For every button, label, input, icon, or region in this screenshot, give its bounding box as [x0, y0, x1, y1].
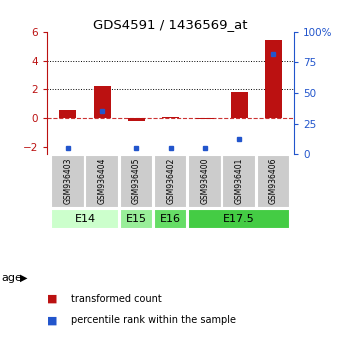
FancyBboxPatch shape: [154, 209, 188, 229]
Text: GSM936400: GSM936400: [200, 158, 210, 205]
Text: percentile rank within the sample: percentile rank within the sample: [71, 315, 236, 325]
Bar: [128, 118, 145, 121]
Title: GDS4591 / 1436569_at: GDS4591 / 1436569_at: [93, 18, 248, 31]
FancyBboxPatch shape: [51, 209, 119, 229]
Text: E16: E16: [160, 214, 181, 224]
Text: GSM936402: GSM936402: [166, 158, 175, 204]
Bar: [94, 86, 111, 118]
Text: GSM936405: GSM936405: [132, 158, 141, 205]
Bar: [196, 118, 214, 119]
FancyBboxPatch shape: [257, 155, 290, 208]
Bar: [231, 92, 248, 118]
Text: GSM936403: GSM936403: [64, 158, 72, 205]
Text: E17.5: E17.5: [223, 214, 255, 224]
FancyBboxPatch shape: [154, 155, 188, 208]
Text: E14: E14: [74, 214, 96, 224]
Text: ▶: ▶: [20, 273, 27, 283]
Bar: [162, 117, 179, 118]
FancyBboxPatch shape: [222, 155, 256, 208]
FancyBboxPatch shape: [120, 209, 153, 229]
FancyBboxPatch shape: [120, 155, 153, 208]
Text: ■: ■: [47, 315, 58, 325]
FancyBboxPatch shape: [188, 209, 290, 229]
FancyBboxPatch shape: [51, 155, 85, 208]
FancyBboxPatch shape: [86, 155, 119, 208]
FancyBboxPatch shape: [188, 155, 222, 208]
Text: transformed count: transformed count: [71, 294, 162, 304]
Text: ■: ■: [47, 294, 58, 304]
Text: GSM936401: GSM936401: [235, 158, 244, 204]
Bar: [265, 40, 282, 118]
Text: GSM936406: GSM936406: [269, 158, 278, 205]
Text: age: age: [2, 273, 23, 283]
Text: GSM936404: GSM936404: [98, 158, 107, 205]
Bar: [59, 110, 76, 118]
Text: E15: E15: [126, 214, 147, 224]
